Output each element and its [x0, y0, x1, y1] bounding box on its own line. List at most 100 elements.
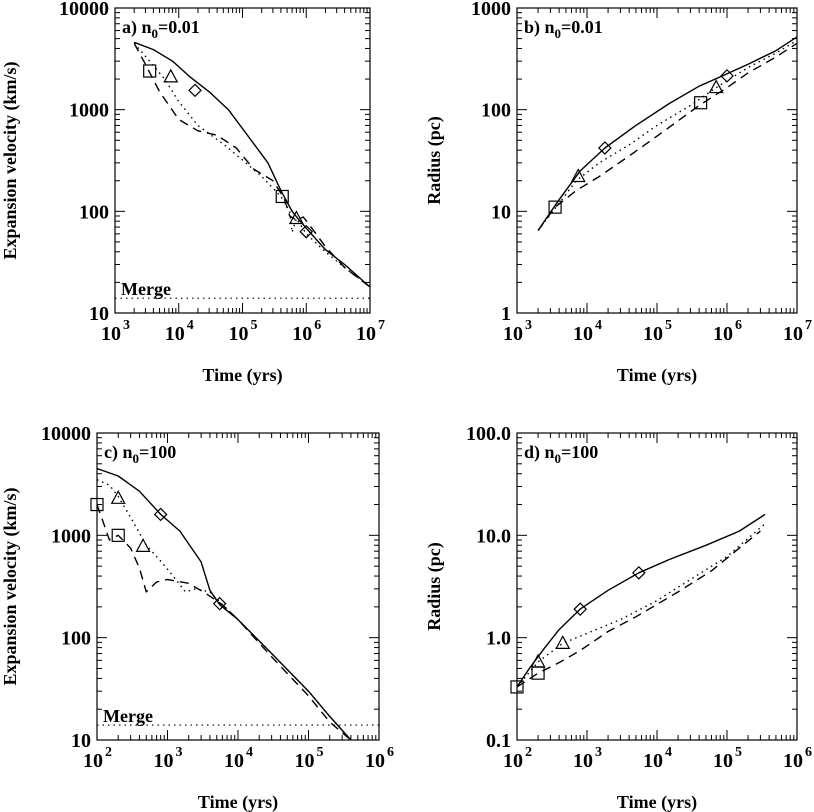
- y-tick-label: 100: [481, 100, 511, 122]
- x-tick-label: 10: [503, 750, 523, 772]
- panel-label: a) n0=0.01: [122, 17, 200, 41]
- x-axis-title: Time (yrs): [198, 792, 278, 812]
- series-line-dotted: [133, 42, 370, 288]
- series-line-solid: [97, 467, 352, 740]
- series-line-dotted: [537, 39, 797, 231]
- series-line-dotted: [97, 479, 352, 740]
- y-tick-label: 10000: [59, 0, 109, 20]
- x-tick-exponent: 5: [735, 745, 742, 760]
- plot-frame: [516, 7, 798, 314]
- y-tick-label: 100: [61, 628, 91, 650]
- x-tick-exponent: 5: [251, 318, 258, 333]
- y-tick-label: 1000: [51, 525, 91, 547]
- y-tick-label: 1000: [69, 100, 109, 122]
- series-line-solid: [133, 41, 370, 288]
- series-line-dashed: [517, 530, 761, 688]
- x-tick-label: 10: [365, 750, 385, 772]
- triangle-marker: [110, 490, 126, 504]
- y-axis-title: Radius (pc): [424, 542, 445, 631]
- x-tick-label: 10: [295, 750, 315, 772]
- x-tick-label: 10: [643, 750, 663, 772]
- series-line-solid: [517, 513, 766, 688]
- panel-label: d) n0=100: [524, 442, 598, 466]
- x-tick-exponent: 5: [317, 745, 324, 760]
- plot-frame: [96, 432, 380, 741]
- y-tick-label: 10000: [41, 423, 91, 445]
- x-tick-exponent: 7: [805, 318, 812, 333]
- x-tick-label: 10: [783, 750, 803, 772]
- series-group: [537, 36, 797, 231]
- x-tick-label: 10: [573, 323, 593, 345]
- x-tick-exponent: 2: [105, 745, 112, 760]
- square-marker: [694, 96, 708, 110]
- panel-label: c) n0=100: [104, 442, 176, 466]
- y-tick-label: 100: [79, 201, 109, 223]
- x-tick-label: 10: [292, 323, 312, 345]
- diamond-marker: [573, 602, 588, 616]
- merge-label: Merge: [103, 706, 153, 726]
- x-tick-label: 10: [713, 323, 733, 345]
- y-axis-title: Radius (pc): [424, 116, 445, 205]
- x-tick-exponent: 5: [665, 318, 672, 333]
- x-axis-title: Time (yrs): [617, 792, 697, 812]
- x-tick-label: 10: [783, 323, 803, 345]
- x-tick-label: 10: [165, 323, 185, 345]
- series-line-dashed: [133, 42, 370, 288]
- x-tick-label: 10: [224, 750, 244, 772]
- square-marker: [510, 680, 524, 694]
- square-marker: [275, 189, 289, 204]
- square-marker: [548, 200, 562, 214]
- series-line-dashed: [537, 42, 797, 231]
- triangle-marker: [163, 68, 179, 83]
- diamond-marker: [720, 69, 734, 83]
- y-tick-label: 10: [491, 201, 511, 223]
- series-group: [115, 41, 370, 299]
- x-tick-label: 10: [101, 323, 121, 345]
- diamond-marker: [299, 224, 314, 239]
- x-axis-title: Time (yrs): [202, 365, 282, 386]
- x-tick-exponent: 4: [187, 318, 194, 333]
- x-tick-label: 10: [154, 750, 174, 772]
- x-tick-exponent: 3: [176, 745, 183, 760]
- diamond-marker: [188, 83, 202, 98]
- x-tick-label: 10: [573, 750, 593, 772]
- diamond-marker: [212, 596, 227, 611]
- x-tick-exponent: 3: [595, 745, 602, 760]
- x-tick-exponent: 2: [525, 745, 532, 760]
- x-tick-label: 10: [643, 323, 663, 345]
- y-tick-label: 10: [89, 303, 109, 325]
- x-axis-title: Time (yrs): [617, 365, 697, 386]
- triangle-marker: [708, 79, 724, 94]
- y-tick-label: 1: [501, 303, 511, 325]
- series-group: [97, 467, 379, 740]
- square-marker: [90, 497, 104, 512]
- x-tick-label: 10: [503, 323, 523, 345]
- y-tick-label: 10.0: [476, 525, 511, 547]
- x-tick-exponent: 4: [595, 318, 602, 333]
- x-tick-exponent: 6: [735, 318, 742, 333]
- plot-frame: [516, 432, 798, 741]
- diamond-marker: [153, 507, 168, 522]
- x-tick-label: 10: [229, 323, 249, 345]
- triangle-marker: [555, 635, 571, 649]
- x-tick-label: 10: [713, 750, 733, 772]
- series-line-dotted: [517, 523, 766, 688]
- series-line-dashed: [97, 504, 352, 740]
- y-tick-label: 100.0: [466, 423, 511, 445]
- series-group: [517, 513, 766, 688]
- x-tick-exponent: 6: [314, 318, 321, 333]
- x-tick-label: 10: [83, 750, 103, 772]
- diamond-marker: [598, 141, 612, 155]
- diamond-marker: [631, 565, 646, 580]
- x-tick-exponent: 6: [387, 745, 394, 760]
- square-marker: [143, 64, 157, 78]
- square-marker: [531, 666, 545, 680]
- x-tick-exponent: 4: [246, 745, 253, 760]
- x-tick-label: 10: [356, 323, 376, 345]
- y-tick-label: 1000: [471, 0, 511, 20]
